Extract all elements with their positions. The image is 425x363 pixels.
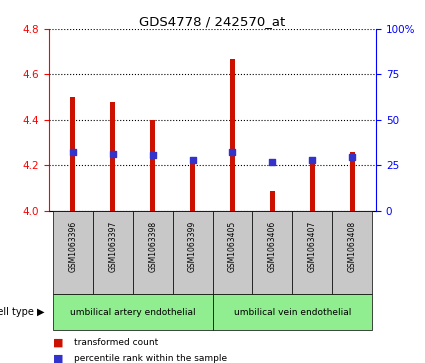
Bar bbox=[212, 294, 372, 330]
Bar bbox=[350, 152, 354, 211]
Text: GSM1063396: GSM1063396 bbox=[68, 221, 77, 272]
Bar bbox=[190, 160, 195, 211]
Text: GSM1063408: GSM1063408 bbox=[348, 221, 357, 272]
Point bbox=[229, 149, 236, 155]
Bar bbox=[150, 120, 155, 211]
Bar bbox=[310, 163, 314, 211]
Point bbox=[69, 149, 76, 155]
Bar bbox=[71, 97, 75, 211]
Text: ■: ■ bbox=[53, 354, 64, 363]
Bar bbox=[212, 211, 252, 294]
Title: GDS4778 / 242570_at: GDS4778 / 242570_at bbox=[139, 15, 286, 28]
Bar bbox=[53, 211, 93, 294]
Bar bbox=[252, 211, 292, 294]
Text: GSM1063406: GSM1063406 bbox=[268, 221, 277, 272]
Bar bbox=[292, 211, 332, 294]
Bar bbox=[230, 58, 235, 211]
Text: cell type ▶: cell type ▶ bbox=[0, 307, 45, 317]
Point bbox=[269, 159, 276, 164]
Bar bbox=[173, 211, 212, 294]
Point bbox=[109, 151, 116, 157]
Bar bbox=[93, 211, 133, 294]
Text: GSM1063398: GSM1063398 bbox=[148, 221, 157, 272]
Text: GSM1063399: GSM1063399 bbox=[188, 221, 197, 272]
Text: umbilical vein endothelial: umbilical vein endothelial bbox=[234, 308, 351, 317]
Bar bbox=[53, 294, 212, 330]
Bar bbox=[110, 102, 115, 211]
Bar bbox=[270, 191, 275, 211]
Text: ■: ■ bbox=[53, 338, 64, 348]
Point bbox=[189, 157, 196, 163]
Bar bbox=[332, 211, 372, 294]
Point bbox=[149, 152, 156, 158]
Text: GSM1063405: GSM1063405 bbox=[228, 221, 237, 272]
Text: transformed count: transformed count bbox=[74, 338, 159, 347]
Point bbox=[349, 154, 356, 160]
Bar bbox=[133, 211, 173, 294]
Text: umbilical artery endothelial: umbilical artery endothelial bbox=[70, 308, 196, 317]
Text: GSM1063397: GSM1063397 bbox=[108, 221, 117, 272]
Text: GSM1063407: GSM1063407 bbox=[308, 221, 317, 272]
Point bbox=[309, 157, 316, 163]
Text: percentile rank within the sample: percentile rank within the sample bbox=[74, 354, 227, 363]
